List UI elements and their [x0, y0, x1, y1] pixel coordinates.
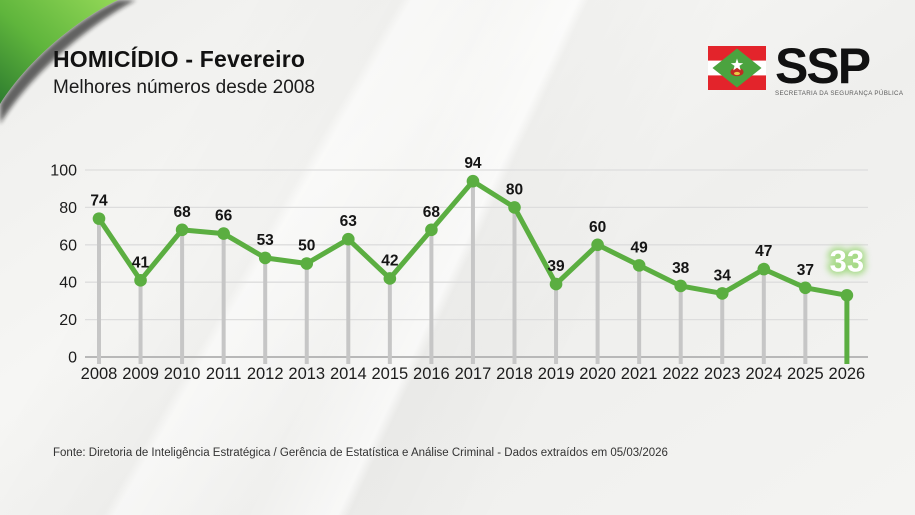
data-point-label: 94	[464, 155, 482, 172]
data-point-marker	[549, 277, 563, 291]
data-point-marker	[92, 212, 106, 225]
data-point-marker	[175, 223, 189, 237]
data-point-marker	[258, 251, 272, 265]
data-point-marker	[799, 281, 812, 295]
x-axis-label: 2020	[579, 365, 616, 383]
y-axis-label: 20	[59, 312, 77, 329]
data-point-marker	[757, 262, 771, 276]
data-point-label: 53	[257, 232, 275, 249]
y-axis-label: 100	[50, 163, 77, 180]
data-point-marker	[134, 274, 147, 287]
data-point-label: 74	[90, 193, 108, 210]
x-axis-label: 2022	[662, 365, 699, 383]
x-axis-label: 2015	[371, 365, 408, 383]
ribbon-band	[0, 0, 118, 104]
data-point-marker	[508, 201, 521, 214]
x-axis-label: 2008	[81, 365, 118, 383]
data-point-marker	[383, 272, 397, 285]
y-axis-label: 80	[59, 200, 77, 217]
data-point-label: 39	[547, 258, 565, 275]
header: HOMICÍDIO - Fevereiro Melhores números d…	[53, 46, 315, 99]
data-point-label: 68	[173, 204, 191, 221]
ssp-logo: SSP SECRETARIA DA SEGURANÇA PÚBLICA	[708, 38, 904, 97]
data-point-label: 34	[714, 267, 732, 284]
santa-catarina-flag-icon	[708, 46, 766, 90]
data-point-label: 63	[340, 213, 358, 230]
data-point-marker	[715, 287, 729, 300]
data-point-marker	[674, 279, 687, 293]
flag-star	[730, 58, 744, 71]
ssp-acronym: SSP	[775, 38, 871, 94]
x-axis-label: 2021	[621, 365, 658, 383]
y-axis-label: 40	[59, 275, 77, 292]
page-subtitle: Melhores números desde 2008	[53, 77, 315, 98]
x-axis-label: 2013	[288, 365, 325, 383]
data-point-marker	[300, 257, 314, 270]
x-axis-label: 2014	[330, 365, 367, 383]
data-point-marker	[632, 259, 646, 272]
data-point-label: 68	[423, 204, 441, 221]
data-point-label: 42	[381, 252, 398, 269]
data-point-label: 38	[672, 260, 690, 277]
data-point-marker	[217, 227, 230, 240]
x-axis-label: 2018	[496, 365, 533, 383]
x-axis-label: 2009	[122, 365, 159, 383]
corner-ribbon-decoration	[0, 0, 136, 124]
y-axis-label: 0	[68, 350, 77, 367]
source-text: Fonte: Diretoria de Inteligência Estraté…	[53, 447, 668, 459]
x-axis-label: 2012	[247, 365, 284, 383]
data-point-label: 47	[755, 243, 772, 260]
x-axis-label: 2011	[206, 365, 241, 383]
x-axis-label: 2023	[704, 365, 741, 383]
data-point-marker	[342, 232, 355, 246]
data-point-label: 49	[631, 239, 649, 256]
flag-crest-detail	[734, 71, 740, 76]
data-point-marker	[591, 238, 604, 252]
data-point-label: 66	[215, 208, 233, 225]
logo-text: SSP SECRETARIA DA SEGURANÇA PÚBLICA	[775, 38, 904, 97]
homicide-trend-chart: 0 20 40 60 80 100 74 41 68 66 53 50 63 42 68 94 80 39 60 49…	[50, 155, 868, 383]
x-axis-label: 2025	[787, 365, 824, 383]
x-axis-label: 2024	[745, 365, 782, 383]
ssp-caption: SECRETARIA DA SEGURANÇA PÚBLICA	[775, 90, 904, 97]
data-point-label: 41	[132, 254, 150, 271]
x-axis-label: 2010	[164, 365, 201, 383]
data-point-label: 60	[589, 219, 606, 236]
footer: Fonte: Diretoria de Inteligência Estraté…	[53, 447, 668, 459]
data-point-label: 50	[298, 238, 315, 255]
data-point-label: 80	[506, 181, 523, 198]
data-point-marker	[466, 174, 480, 188]
x-axis-label: 2017	[455, 365, 492, 383]
x-axis-label: 2016	[413, 365, 450, 383]
x-axis-label: 2019	[538, 365, 575, 383]
data-point-label: 37	[797, 262, 814, 279]
page-title: HOMICÍDIO - Fevereiro	[53, 46, 306, 72]
data-point-marker	[840, 288, 854, 302]
data-point-marker	[425, 223, 438, 237]
y-axis-label: 60	[59, 237, 77, 254]
highlight-data-label: 33	[830, 243, 864, 278]
x-axis-label: 2026	[829, 365, 866, 383]
highlight-label-glow: 33	[830, 243, 864, 278]
